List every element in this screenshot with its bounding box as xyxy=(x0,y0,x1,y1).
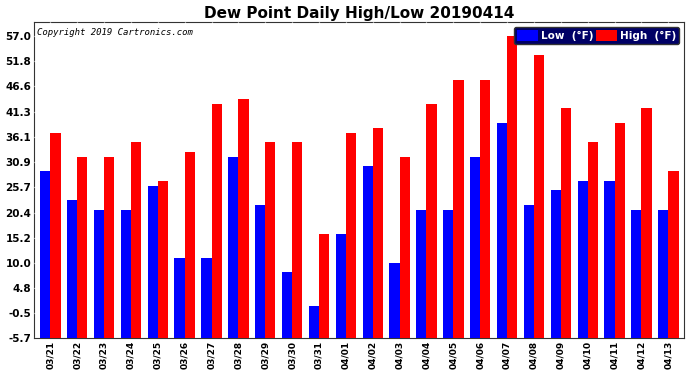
Bar xyxy=(309,306,319,338)
Bar xyxy=(631,210,642,338)
Bar xyxy=(77,157,88,338)
Bar xyxy=(346,133,356,338)
Bar xyxy=(578,181,588,338)
Bar xyxy=(362,166,373,338)
Bar xyxy=(265,142,275,338)
Bar xyxy=(604,181,615,338)
Bar xyxy=(239,99,248,338)
Bar xyxy=(534,56,544,338)
Bar xyxy=(212,104,221,338)
Bar xyxy=(148,186,158,338)
Bar xyxy=(373,128,383,338)
Bar xyxy=(389,263,400,338)
Bar xyxy=(201,258,212,338)
Bar xyxy=(497,123,507,338)
Bar xyxy=(561,108,571,338)
Title: Dew Point Daily High/Low 20190414: Dew Point Daily High/Low 20190414 xyxy=(204,6,515,21)
Bar xyxy=(669,171,678,338)
Bar xyxy=(131,142,141,338)
Bar xyxy=(104,157,115,338)
Bar xyxy=(524,205,534,338)
Bar xyxy=(443,210,453,338)
Bar xyxy=(588,142,598,338)
Bar xyxy=(121,210,131,338)
Bar xyxy=(67,200,77,338)
Bar xyxy=(615,123,624,338)
Bar xyxy=(658,210,669,338)
Bar xyxy=(335,234,346,338)
Bar xyxy=(292,142,302,338)
Legend: Low  (°F), High  (°F): Low (°F), High (°F) xyxy=(514,27,679,44)
Bar xyxy=(642,108,651,338)
Bar xyxy=(416,210,426,338)
Bar xyxy=(94,210,104,338)
Bar xyxy=(551,190,561,338)
Bar xyxy=(228,157,239,338)
Bar xyxy=(40,171,50,338)
Bar xyxy=(480,80,491,338)
Bar xyxy=(400,157,410,338)
Bar xyxy=(426,104,437,338)
Bar xyxy=(175,258,185,338)
Bar xyxy=(319,234,329,338)
Bar xyxy=(255,205,265,338)
Bar xyxy=(282,272,292,338)
Bar xyxy=(470,157,480,338)
Bar xyxy=(50,133,61,338)
Bar xyxy=(507,36,518,338)
Bar xyxy=(158,181,168,338)
Text: Copyright 2019 Cartronics.com: Copyright 2019 Cartronics.com xyxy=(37,28,193,37)
Bar xyxy=(185,152,195,338)
Bar xyxy=(453,80,464,338)
